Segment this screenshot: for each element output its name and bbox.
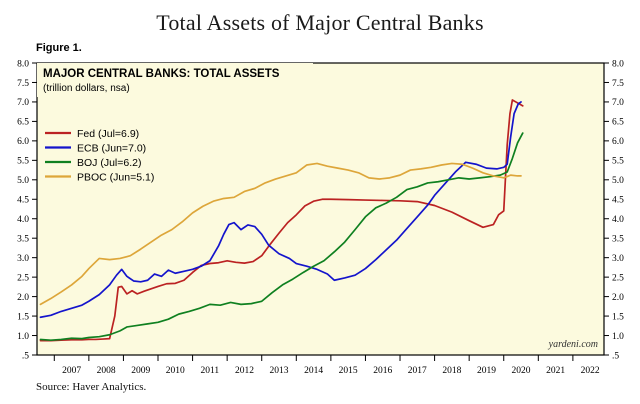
y-axis-right: .5 1.0 1.5 2.0 2.5 3.0 3.5 4.0 4.5 5.0 5.5 6.0 6.5 7.… [604,59,624,361]
y-tick-label-left: 7.5 [17,79,29,89]
legend-label-fed: Fed (Jul=6.9) [77,128,139,140]
y-tick-label-right: 7.0 [612,98,624,108]
y-tick-label-right: 8.0 [612,59,624,69]
x-tick-label: 2015 [339,366,358,375]
x-tick-label: 2019 [477,366,496,375]
series-lines [39,99,524,342]
figure-label: Figure 1. [36,42,82,54]
y-tick-label-right: 5.5 [612,157,624,167]
chart-legend: Fed (Jul=6.9) ECB (Jun=7.0) BOJ (Jul=6.2) P… [45,128,154,183]
series-line-fed [39,99,524,342]
y-tick-label-left: 2.0 [17,293,29,303]
y-tick-label-right: 1.5 [612,312,624,322]
x-tick-label: 2022 [581,366,600,375]
panel-title-box [37,63,313,97]
y-tick-label-left: 1.0 [17,332,29,342]
x-tick-label: 2012 [235,366,254,375]
y-tick-label-left: 2.5 [17,273,29,283]
y-tick-label-right: 4.5 [612,196,624,206]
y-tick-label-left: 5.0 [17,176,29,186]
x-tick-label: 2008 [97,366,116,375]
y-tick-label-left: 8.0 [17,59,29,69]
y-tick-label-left: 6.0 [17,137,29,147]
y-tick-label-left: 3.0 [17,254,29,264]
y-tick-label-left: .5 [22,351,29,361]
plot-background [36,62,605,356]
y-tick-label-right: 3.5 [612,235,624,245]
y-tick-label-right: .5 [612,351,619,361]
series-line-pboc [39,162,522,306]
y-tick-label-left: 7.0 [17,98,29,108]
watermark: yardeni.com [548,339,598,350]
y-tick-label-right: 5.0 [612,176,624,186]
y-tick-label-left: 1.5 [17,312,29,322]
x-tick-label: 2021 [546,366,565,375]
y-tick-label-left: 3.5 [17,235,29,245]
y-tick-label-left: 4.5 [17,196,29,206]
panel-subheading: (trillion dollars, nsa) [43,83,130,94]
panel-heading: MAJOR CENTRAL BANKS: TOTAL ASSETS [43,68,280,80]
x-tick-label: 2013 [270,366,289,375]
y-tick-label-right: 2.0 [612,293,624,303]
legend-label-pboc: PBOC (Jun=5.1) [77,171,154,183]
chart-container: .5 1.0 1.5 2.0 2.5 3.0 3.5 4.0 4.5 5.0 5.5 6.0 6.5 7.… [0,55,640,375]
x-tick-label: 2009 [131,366,150,375]
x-tick-label: 2014 [304,366,323,375]
y-axis-left: .5 1.0 1.5 2.0 2.5 3.0 3.5 4.0 4.5 5.0 5.5 6.0 6.5 7.… [17,59,37,361]
series-line-boj [39,132,524,342]
x-tick-label: 2017 [408,366,427,375]
y-tick-label-right: 1.0 [612,332,624,342]
source-note: Source: Haver Analytics. [36,381,147,393]
series-line-ecb [39,101,522,319]
x-axis: 2007 2008 2009 2010 2011 2012 2013 2014 2015 2016… [53,355,600,375]
y-tick-label-right: 3.0 [612,254,624,264]
y-tick-label-right: 6.5 [612,118,624,128]
x-tick-label: 2010 [166,366,185,375]
y-tick-label-right: 6.0 [612,137,624,147]
central-banks-line-chart: .5 1.0 1.5 2.0 2.5 3.0 3.5 4.0 4.5 5.0 5.5 6.0 6.5 7.… [17,59,624,375]
page-title: Total Assets of Major Central Banks [156,10,484,35]
x-tick-label: 2011 [201,366,220,375]
legend-label-boj: BOJ (Jul=6.2) [77,157,141,169]
x-tick-label: 2007 [62,366,81,375]
legend-label-ecb: ECB (Jun=7.0) [77,142,146,154]
y-tick-label-right: 2.5 [612,273,624,283]
y-tick-label-left: 5.5 [17,157,29,167]
y-tick-label-left: 6.5 [17,118,29,128]
x-tick-label: 2016 [373,366,392,375]
y-tick-label-right: 4.0 [612,215,624,225]
x-tick-label: 2020 [512,366,531,375]
x-tick-label: 2018 [442,366,461,375]
y-tick-label-right: 7.5 [612,79,624,89]
y-tick-label-left: 4.0 [17,215,29,225]
